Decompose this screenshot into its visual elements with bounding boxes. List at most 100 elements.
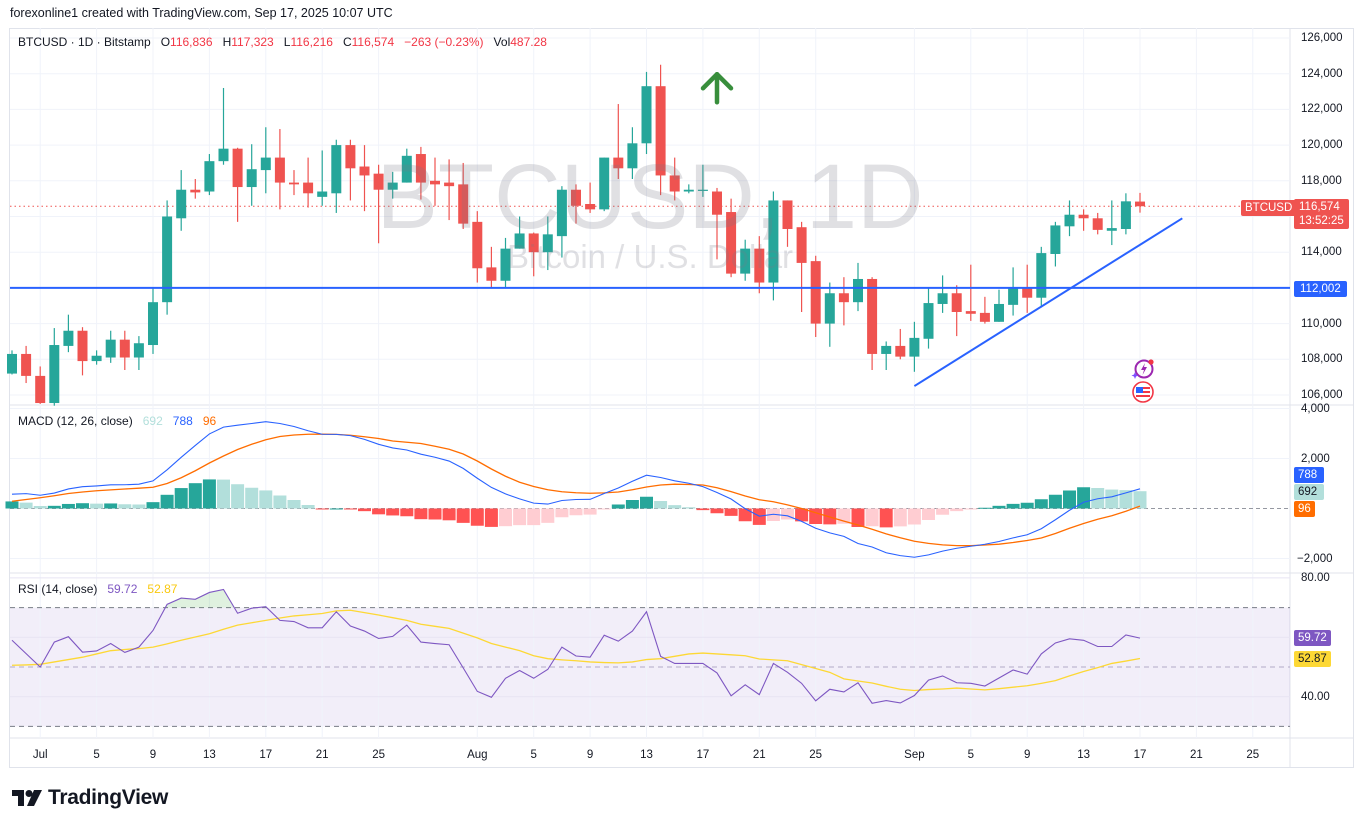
macd-signal-line <box>11 433 1141 547</box>
macd-histogram-bar <box>259 490 273 509</box>
date-tick-label: 13 <box>640 749 653 761</box>
candle <box>500 237 511 288</box>
macd-histogram-bar <box>654 501 668 509</box>
macd-histogram-bar <box>47 505 61 509</box>
date-tick-label: 17 <box>1133 749 1147 761</box>
candle-body <box>331 145 342 194</box>
macd-histogram-bar <box>682 507 696 509</box>
macd-histogram-bar <box>936 508 950 515</box>
candle <box>303 157 314 208</box>
candle <box>415 146 426 200</box>
candle-body <box>585 204 596 210</box>
candle-body <box>571 189 581 206</box>
last-price: 116,574 <box>1299 201 1340 213</box>
candle <box>585 182 596 213</box>
candle <box>359 145 370 212</box>
candle-body <box>641 86 652 144</box>
date-tick-label: 9 <box>1023 749 1031 761</box>
lightning-event-icon[interactable] <box>1131 357 1155 386</box>
candle-body <box>345 145 356 169</box>
rsi-tag: 59.72 <box>1294 630 1331 646</box>
candle-body <box>246 169 257 188</box>
macd-histogram-bar <box>1133 491 1147 509</box>
bar-countdown: 13:52:25 <box>1299 215 1344 227</box>
candle-body <box>782 200 793 229</box>
candle <box>472 211 483 283</box>
legend-close: 116,574 <box>351 35 395 49</box>
candle-body <box>796 227 807 263</box>
main-legend[interactable]: BTCUSD · 1D · Bitstamp O116,836 H117,323… <box>18 35 547 49</box>
price-tick-label: 118,000 <box>1301 174 1342 187</box>
candle <box>965 264 976 321</box>
candle <box>937 275 948 313</box>
macd-histogram-bar <box>893 508 907 527</box>
trendline[interactable] <box>913 217 1183 387</box>
candle-body <box>1106 228 1117 231</box>
macd-legend[interactable]: MACD (12, 26, close) 692 788 96 <box>18 414 216 428</box>
macd-histogram-bar <box>922 508 935 520</box>
macd-title[interactable]: MACD (12, 26, close) <box>18 414 133 428</box>
candle <box>162 200 173 315</box>
macd-histogram-bar <box>1077 487 1091 509</box>
candle-body <box>1022 287 1033 298</box>
horizontal-line-price-tag[interactable]: 112,002 <box>1294 281 1347 297</box>
macd-histogram-bar <box>343 508 357 510</box>
candle-body <box>726 212 737 274</box>
candle <box>1050 221 1061 267</box>
candle-body <box>853 278 863 303</box>
legend-symbol[interactable]: BTCUSD · 1D · Bitstamp <box>18 35 151 49</box>
candle <box>35 366 46 404</box>
arrow-up-icon[interactable] <box>700 72 734 105</box>
tradingview-logo[interactable]: TradingView <box>12 786 168 810</box>
legend-open-label: O <box>160 35 171 49</box>
watermark-subtitle: Bitcoin / U.S. Dollar <box>506 238 794 275</box>
macd-histogram-bar <box>611 504 625 509</box>
candle-body <box>979 312 990 322</box>
tradingview-logo-text: TradingView <box>48 786 169 809</box>
candle-body <box>909 337 920 357</box>
price-tick-label: 120,000 <box>1301 139 1343 152</box>
date-tick-label: 17 <box>696 749 710 761</box>
candle-body <box>768 200 779 283</box>
candle-body <box>21 353 32 376</box>
date-tick-label: 5 <box>967 749 974 761</box>
macd-histogram-bar <box>301 505 315 509</box>
candle <box>669 157 680 201</box>
macd-histogram-bar <box>879 508 893 528</box>
macd-histogram-bar <box>428 508 442 520</box>
macd-histogram-bar <box>76 503 89 509</box>
candle <box>133 336 144 371</box>
legend-change: −263 (−0.23%) <box>404 35 484 49</box>
rsi-title[interactable]: RSI (14, close) <box>18 582 98 596</box>
macd-histogram-bar <box>146 502 160 509</box>
legend-low: 116,216 <box>290 35 333 49</box>
macd-histogram-bar <box>1105 489 1119 509</box>
candle-body <box>303 182 314 194</box>
candle <box>514 216 525 249</box>
date-tick-label: 17 <box>259 749 273 761</box>
rsi-ma-value: 52.87 <box>147 582 178 596</box>
candle-body <box>655 86 666 176</box>
price-tick-label: 122,000 <box>1301 103 1343 116</box>
date-tick-label: 9 <box>586 749 594 761</box>
candle-body <box>1036 253 1047 298</box>
macd-histogram-bar <box>964 508 978 510</box>
macd-histogram-bar <box>710 508 724 514</box>
rsi-legend[interactable]: RSI (14, close) 59.72 52.87 <box>18 582 177 596</box>
macd-histogram-bar <box>527 508 541 526</box>
legend-close-label: C <box>342 35 352 49</box>
candle <box>951 285 962 337</box>
candle-body <box>415 154 426 183</box>
price-tick-label: 124,000 <box>1301 67 1343 80</box>
macd-histogram-bar <box>724 508 738 516</box>
candle-body <box>669 175 680 192</box>
candle <box>458 162 469 229</box>
rsi-tick-label: 80.00 <box>1301 571 1330 584</box>
candle-body <box>176 189 187 219</box>
candle-body <box>697 189 708 191</box>
macd-histogram-bar <box>19 502 33 509</box>
candle-body <box>810 261 821 324</box>
us-flag-event-icon[interactable] <box>1132 381 1154 408</box>
candle <box>119 330 130 371</box>
